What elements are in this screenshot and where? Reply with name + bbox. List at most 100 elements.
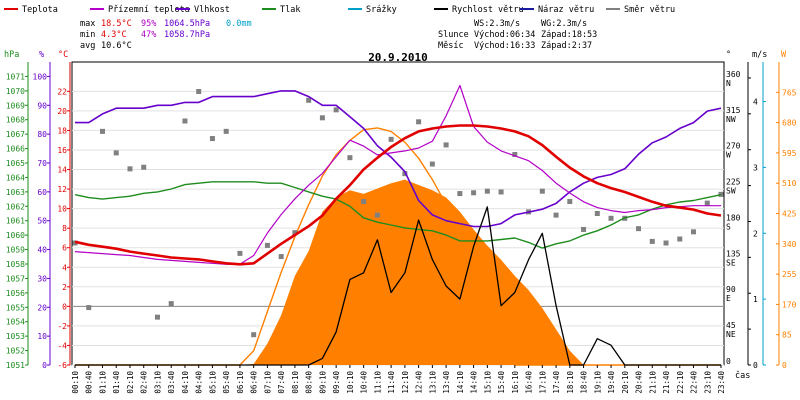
wind-direction-point <box>99 128 105 134</box>
wind-direction-point <box>663 240 669 246</box>
direction-axis-tick-label: 135 <box>726 249 741 258</box>
moon-label: Měsíc <box>438 41 464 51</box>
min-press: 1058.7hPa <box>164 30 210 40</box>
legend-label: Směr větru <box>624 5 675 15</box>
humidity-axis-tick-label: 40 <box>37 246 47 255</box>
wind-direction-point <box>86 305 92 311</box>
temperature-axis-tick-label: 4 <box>62 263 67 272</box>
max-temp: 18.5°C <box>101 19 132 29</box>
stats-panel: max 18.5°C 95% 1064.5hPa 0.0mm min 4.3°C… <box>80 19 252 51</box>
solar-axis-tick-label: 340 <box>782 240 797 249</box>
solar-axis-tick-label: 425 <box>782 210 797 219</box>
legend-label: Teplota <box>22 5 58 15</box>
x-tick-label: 17:40 <box>552 371 561 394</box>
humidity-axis-tick-label: 90 <box>37 101 47 110</box>
wind-direction-point <box>237 250 243 256</box>
wind-direction-point <box>264 242 270 248</box>
wind-direction-point <box>691 229 697 235</box>
x-tick-label: 03:40 <box>167 371 176 394</box>
pressure-axis-tick-label: 1059 <box>6 246 25 255</box>
x-tick-label: 15:10 <box>483 371 492 394</box>
x-tick-label: 08:10 <box>291 371 300 394</box>
pressure-axis-tick-label: 1060 <box>6 231 25 240</box>
direction-compass-label: SW <box>726 187 736 196</box>
pressure-axis-tick-label: 1065 <box>6 159 25 168</box>
direction-axis-tick-label: 180 <box>726 213 741 222</box>
wind-direction-point <box>182 118 188 124</box>
wind-speed-info: WS:2.3m/s <box>474 19 520 29</box>
temperature-axis-tick-label: -4 <box>57 341 67 350</box>
x-tick-label: 23:10 <box>703 371 712 394</box>
solar-axis-tick-label: 510 <box>782 179 797 188</box>
humidity-axis-tick-label: 50 <box>37 217 47 226</box>
moonrise: Východ:16:33 <box>474 41 535 51</box>
wind-direction-point <box>608 215 614 221</box>
wind-direction-point <box>416 119 422 125</box>
x-tick-label: 05:10 <box>208 371 217 394</box>
humidity-axis-tick-label: 80 <box>37 130 47 139</box>
x-tick-label: 09:10 <box>318 371 327 394</box>
pressure-axis-tick-label: 1056 <box>6 289 25 298</box>
axis-unit-labels: hPa % °C ° m/s W čas <box>4 50 787 381</box>
wind-direction-point <box>443 142 449 148</box>
x-tick-label: 04:40 <box>195 371 204 394</box>
plot-area <box>72 84 724 366</box>
pressure-axis-tick-label: 1055 <box>6 303 25 312</box>
x-tick-label: 03:10 <box>153 371 162 394</box>
wind-axis-tick-label: 2 <box>753 229 758 238</box>
wind-axis-tick-label: 4 <box>753 98 758 107</box>
direction-axis-tick-label: 45 <box>726 321 736 330</box>
wind-direction-point <box>196 89 202 95</box>
wind-direction-point <box>209 136 215 142</box>
wind-direction-point <box>704 200 710 206</box>
legend-label: Náraz větru <box>538 5 594 15</box>
humidity-axis-tick-label: 20 <box>37 303 47 312</box>
solar-axis-tick-label: 765 <box>782 88 797 97</box>
pressure-axis-tick-label: 1067 <box>6 130 25 139</box>
direction-axis-tick-label: 315 <box>726 106 741 115</box>
x-tick-label: 00:10 <box>71 371 80 394</box>
x-tick-label: 19:40 <box>607 371 616 394</box>
x-tick-label: 07:40 <box>277 371 286 394</box>
pressure-axis-tick-label: 1061 <box>6 217 25 226</box>
wind-direction-point <box>113 150 119 156</box>
x-tick-label: 07:10 <box>263 371 272 394</box>
wind-direction-point <box>251 332 257 338</box>
pressure-axis-tick-label: 1064 <box>6 173 25 182</box>
x-tick-label: 21:10 <box>648 371 657 394</box>
wind-direction-point <box>471 190 477 196</box>
pressure-axis-tick-label: 1071 <box>6 72 25 81</box>
humidity-axis-tick-label: 10 <box>37 332 47 341</box>
avg-temp: 10.6°C <box>101 41 132 51</box>
wind-direction-point <box>457 191 463 197</box>
x-tick-label: 22:10 <box>676 371 685 394</box>
legend: Teplota Přízemní teplota Vlhkost Tlak Srážky… <box>4 5 675 15</box>
temperature-axis-tick-label: -6 <box>57 361 67 370</box>
wind-direction-point <box>168 301 174 307</box>
wind-direction-point <box>567 199 573 205</box>
pressure-axis-tick-label: 1068 <box>6 116 25 125</box>
wind-direction-point <box>498 189 504 195</box>
direction-compass-label: NE <box>726 330 736 339</box>
wind-direction-point <box>649 238 655 244</box>
pressure-axis-tick-label: 1051 <box>6 361 25 370</box>
wind-direction-point <box>154 314 160 320</box>
sunset: Západ:18:53 <box>541 30 597 40</box>
humidity-axis-tick-label: 100 <box>33 72 48 81</box>
x-tick-label: 21:40 <box>662 371 671 394</box>
direction-compass-label: W <box>726 151 731 160</box>
wind-direction-point <box>292 230 298 236</box>
x-tick-label: 10:40 <box>360 371 369 394</box>
temperature-axis-tick-label: 20 <box>57 107 67 116</box>
x-tick-label: 18:40 <box>580 371 589 394</box>
x-tick-label: 12:10 <box>401 371 410 394</box>
wind-gust-info: WG:2.3m/s <box>541 19 587 29</box>
x-tick-label: 01:10 <box>98 371 107 394</box>
legend-label: Tlak <box>280 5 300 15</box>
wind-direction-point <box>347 155 353 161</box>
wind-direction-point <box>484 188 490 194</box>
temperature-axis-tick-label: 2 <box>62 283 67 292</box>
temperature-axis-tick-label: 16 <box>57 146 67 155</box>
wind-direction-point <box>223 128 229 134</box>
wind-direction-point <box>553 212 559 218</box>
